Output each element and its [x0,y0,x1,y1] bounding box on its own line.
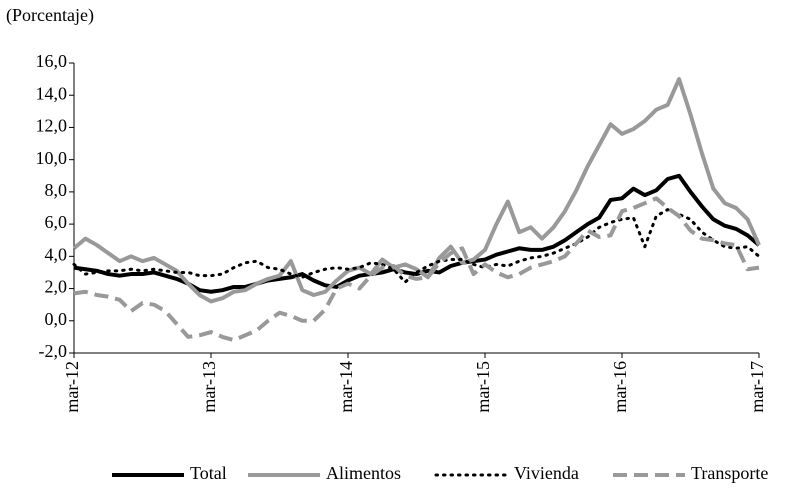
y-tick-label: 6,0 [45,212,68,232]
x-tick-label: mar-16 [610,361,630,413]
y-tick-label: -2,0 [39,341,68,361]
x-tick-label: mar-17 [747,361,767,413]
series-line [72,77,761,304]
y-axis-label: (Porcentaje) [6,5,94,26]
x-tick-label: mar-12 [62,361,82,413]
legend-label: Transporte [691,463,768,483]
y-tick-label: 16,0 [36,51,68,71]
x-tick-label: mar-13 [199,361,219,413]
y-tick-label: 14,0 [36,83,68,103]
y-tick-label: 10,0 [36,148,68,168]
y-tick-label: 8,0 [45,180,68,200]
series-line [73,196,760,343]
y-tick-label: 4,0 [45,244,68,264]
x-tick-label: mar-14 [336,361,356,413]
series-line [72,208,761,284]
y-tick-label: 12,0 [36,116,68,136]
y-tick-label: 2,0 [45,277,68,297]
series-line [73,173,761,294]
legend-label: Alimentos [326,463,401,483]
y-tick-label: 0,0 [45,309,68,329]
legend-label: Total [190,463,227,483]
legend-label: Vivienda [514,463,579,483]
x-tick-label: mar-15 [473,361,493,413]
